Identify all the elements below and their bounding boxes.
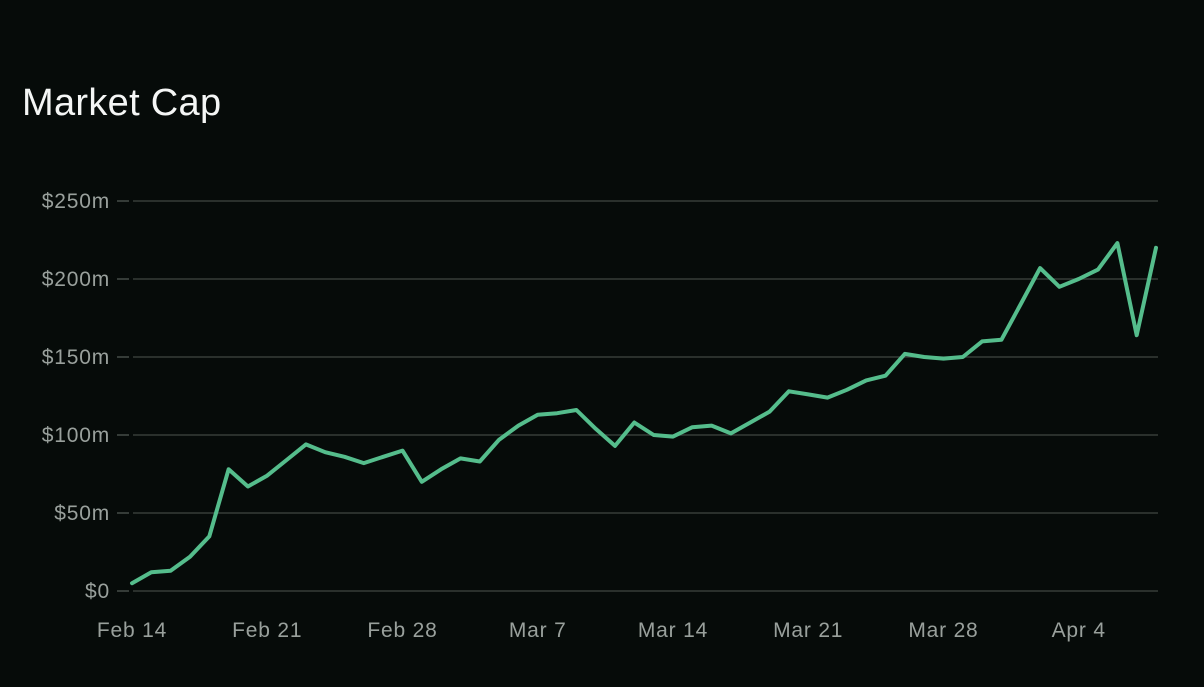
x-axis-label: Mar 28: [908, 619, 978, 642]
y-axis-label: $0: [85, 580, 110, 603]
x-axis-label: Mar 14: [638, 619, 708, 642]
x-axis-label: Feb 28: [367, 619, 437, 642]
x-axis-label: Apr 4: [1052, 619, 1106, 642]
y-axis-label: $150m: [42, 346, 110, 369]
x-axis-label: Feb 21: [232, 619, 302, 642]
y-axis-label: $250m: [42, 190, 110, 213]
chart-title: Market Cap: [22, 82, 222, 124]
x-axis-label: Mar 7: [509, 619, 567, 642]
y-axis-label: $200m: [42, 268, 110, 291]
y-axis-label: $50m: [54, 502, 110, 525]
x-axis-label: Feb 14: [97, 619, 167, 642]
y-axis-label: $100m: [42, 424, 110, 447]
series-line-market-cap[interactable]: [130, 241, 1158, 586]
x-axis-label: Mar 21: [773, 619, 843, 642]
